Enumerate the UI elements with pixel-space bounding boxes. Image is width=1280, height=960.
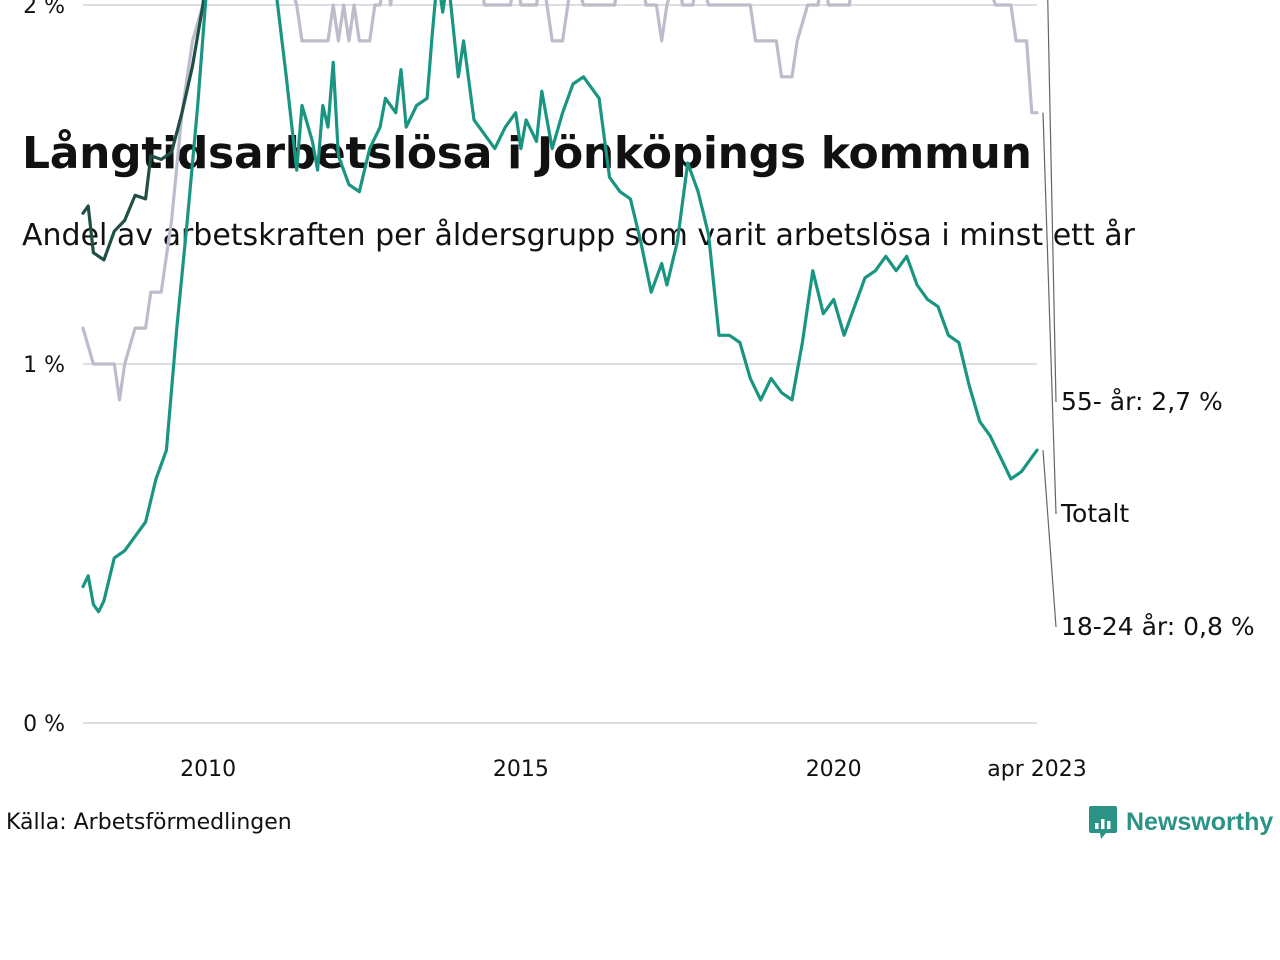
series-label-connector [1042, 450, 1057, 628]
series-label-connector [1047, 0, 1057, 403]
series-line [81, 0, 1039, 614]
series-labels: Totalt 55- år: 2,7 % 18-24 år: 0,8 % [1042, 0, 1255, 641]
series-end-label: 18-24 år: 0,8 % [1061, 612, 1255, 641]
x-tick-label: 2020 [806, 757, 862, 782]
series-end-label: Totalt [1060, 499, 1129, 528]
series-label-connector [1042, 112, 1057, 515]
series-line [81, 0, 206, 262]
y-tick-label: 2 % [23, 0, 65, 19]
newsworthy-logo-icon [1089, 806, 1117, 839]
x-axis-labels: 2010 2015 2020 apr 2023 [180, 757, 1087, 782]
series-end-label: 55- år: 2,7 % [1061, 387, 1223, 416]
chart-subtitle: Andel av arbetskraften per åldersgrupp s… [22, 218, 1135, 253]
x-tick-label: apr 2023 [987, 757, 1086, 782]
y-tick-label: 0 % [23, 712, 65, 737]
x-tick-label: 2015 [493, 757, 549, 782]
series-lines [81, 0, 1039, 614]
gridlines [83, 4, 1037, 724]
source-note: Källa: Arbetsförmedlingen [6, 810, 292, 835]
y-axis-labels: 0 %1 %2 %3 % [23, 0, 65, 737]
x-tick-label: 2010 [180, 757, 236, 782]
series-line [81, 0, 1039, 402]
y-tick-label: 1 % [23, 353, 65, 378]
brand-logo[interactable]: Newsworthy [1088, 804, 1273, 840]
brand-name: Newsworthy [1126, 807, 1274, 836]
